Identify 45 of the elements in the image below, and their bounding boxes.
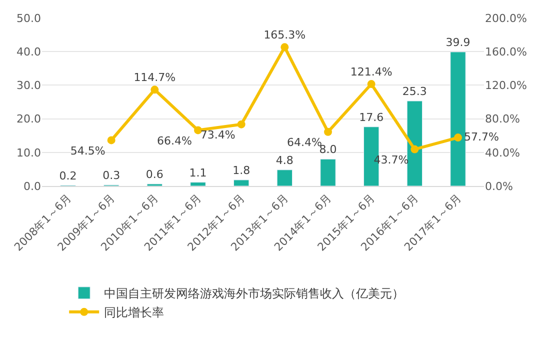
y-tick-label: 40.0	[16, 45, 41, 58]
data-label: 1.1	[189, 166, 207, 180]
y2-tick-label: 160.0%	[485, 45, 527, 58]
data-label: 121.4%	[350, 65, 392, 78]
point	[454, 134, 462, 142]
data-label: 54.5%	[70, 144, 106, 158]
data-label: 4.8	[276, 154, 294, 167]
y-tick-label: 20.0	[16, 112, 41, 126]
data-label: 0.2	[59, 169, 77, 182]
legend-label: 中国自主研发网络游戏海外市场实际销售收入（亿美元）	[104, 286, 404, 301]
data-label: 17.6	[359, 110, 384, 124]
point	[367, 80, 376, 88]
point	[150, 86, 159, 94]
data-label: 66.4%	[157, 134, 192, 148]
y-tick-label: 30.0	[16, 79, 41, 92]
data-label: 25.3	[402, 84, 427, 98]
point	[107, 136, 116, 144]
data-label: 0.6	[146, 168, 164, 181]
data-label: 39.9	[446, 36, 470, 49]
y-tick-label: 0.0	[24, 180, 41, 193]
data-label: 165.3%	[264, 28, 306, 42]
legend-label: 同比增长率	[104, 306, 164, 320]
point	[194, 126, 202, 134]
y-tick-label: 50.0	[16, 12, 41, 25]
data-label: 1.8	[232, 164, 250, 177]
bar	[190, 182, 206, 186]
point	[324, 128, 332, 136]
y2-tick-label: 80.0%	[485, 112, 520, 126]
bar	[406, 100, 422, 186]
y-tick-label: 10.0	[16, 146, 41, 160]
point	[410, 145, 419, 154]
y2-tick-label: 200.0%	[485, 12, 527, 25]
bar	[320, 158, 336, 186]
point	[237, 120, 246, 128]
point	[280, 43, 289, 52]
bar	[234, 180, 250, 186]
y2-tick-label: 120.0%	[485, 79, 527, 92]
data-label: 8.0	[319, 143, 337, 156]
data-label: 73.4%	[200, 128, 236, 142]
data-label: 0.3	[102, 168, 120, 182]
y2-tick-label: 0.0%	[485, 180, 513, 193]
bar	[450, 52, 466, 186]
y2-tick-label: 40.0%	[485, 146, 520, 160]
data-label: 114.7%	[134, 70, 176, 84]
bar	[276, 170, 292, 186]
